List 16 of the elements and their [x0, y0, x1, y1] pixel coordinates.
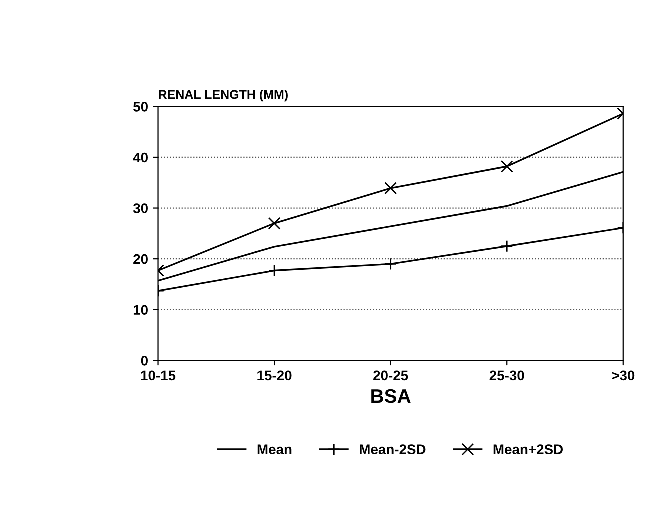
x-tick-label: 10-15	[141, 370, 176, 381]
x-tick-label: >30	[612, 370, 635, 381]
x-tick-label: 25-30	[490, 370, 524, 381]
y-axis-title: RENAL LENGTH (MM)	[159, 90, 288, 102]
y-tick-label: 40	[133, 152, 148, 163]
x-tick-label: 15-20	[258, 370, 292, 381]
y-tick-label: 50	[134, 102, 148, 112]
y-tick-label: 10	[134, 305, 148, 316]
y-tick-label: 30	[133, 204, 148, 214]
legend-label: Mean	[258, 444, 292, 454]
x-axis-title: BSA	[372, 389, 411, 404]
y-tick-label: 20	[134, 254, 148, 264]
y-tick-label: 0	[141, 356, 148, 366]
legend-label: Mean+2SD	[494, 444, 563, 454]
legend-label: Mean-2SD	[360, 444, 426, 454]
x-tick-label: 20-25	[374, 370, 408, 381]
